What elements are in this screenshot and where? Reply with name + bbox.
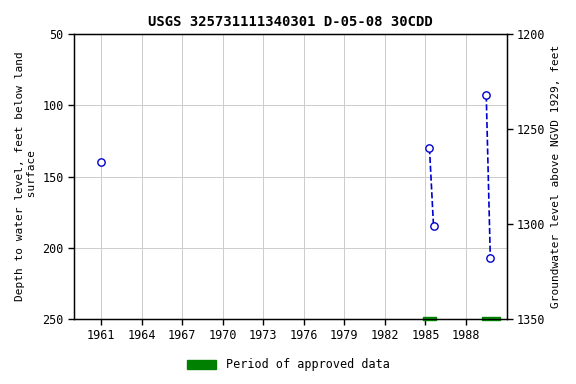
Point [482,93,491,99]
Y-axis label: Groundwater level above NGVD 1929, feet: Groundwater level above NGVD 1929, feet [551,45,561,308]
Point [486,255,495,261]
Legend: Period of approved data: Period of approved data [182,354,394,376]
Point [96,159,105,166]
Point [429,223,438,229]
Point [425,145,434,151]
Y-axis label: Depth to water level, feet below land
 surface: Depth to water level, feet below land su… [15,51,37,301]
Title: USGS 325731111340301 D-05-08 30CDD: USGS 325731111340301 D-05-08 30CDD [148,15,433,29]
